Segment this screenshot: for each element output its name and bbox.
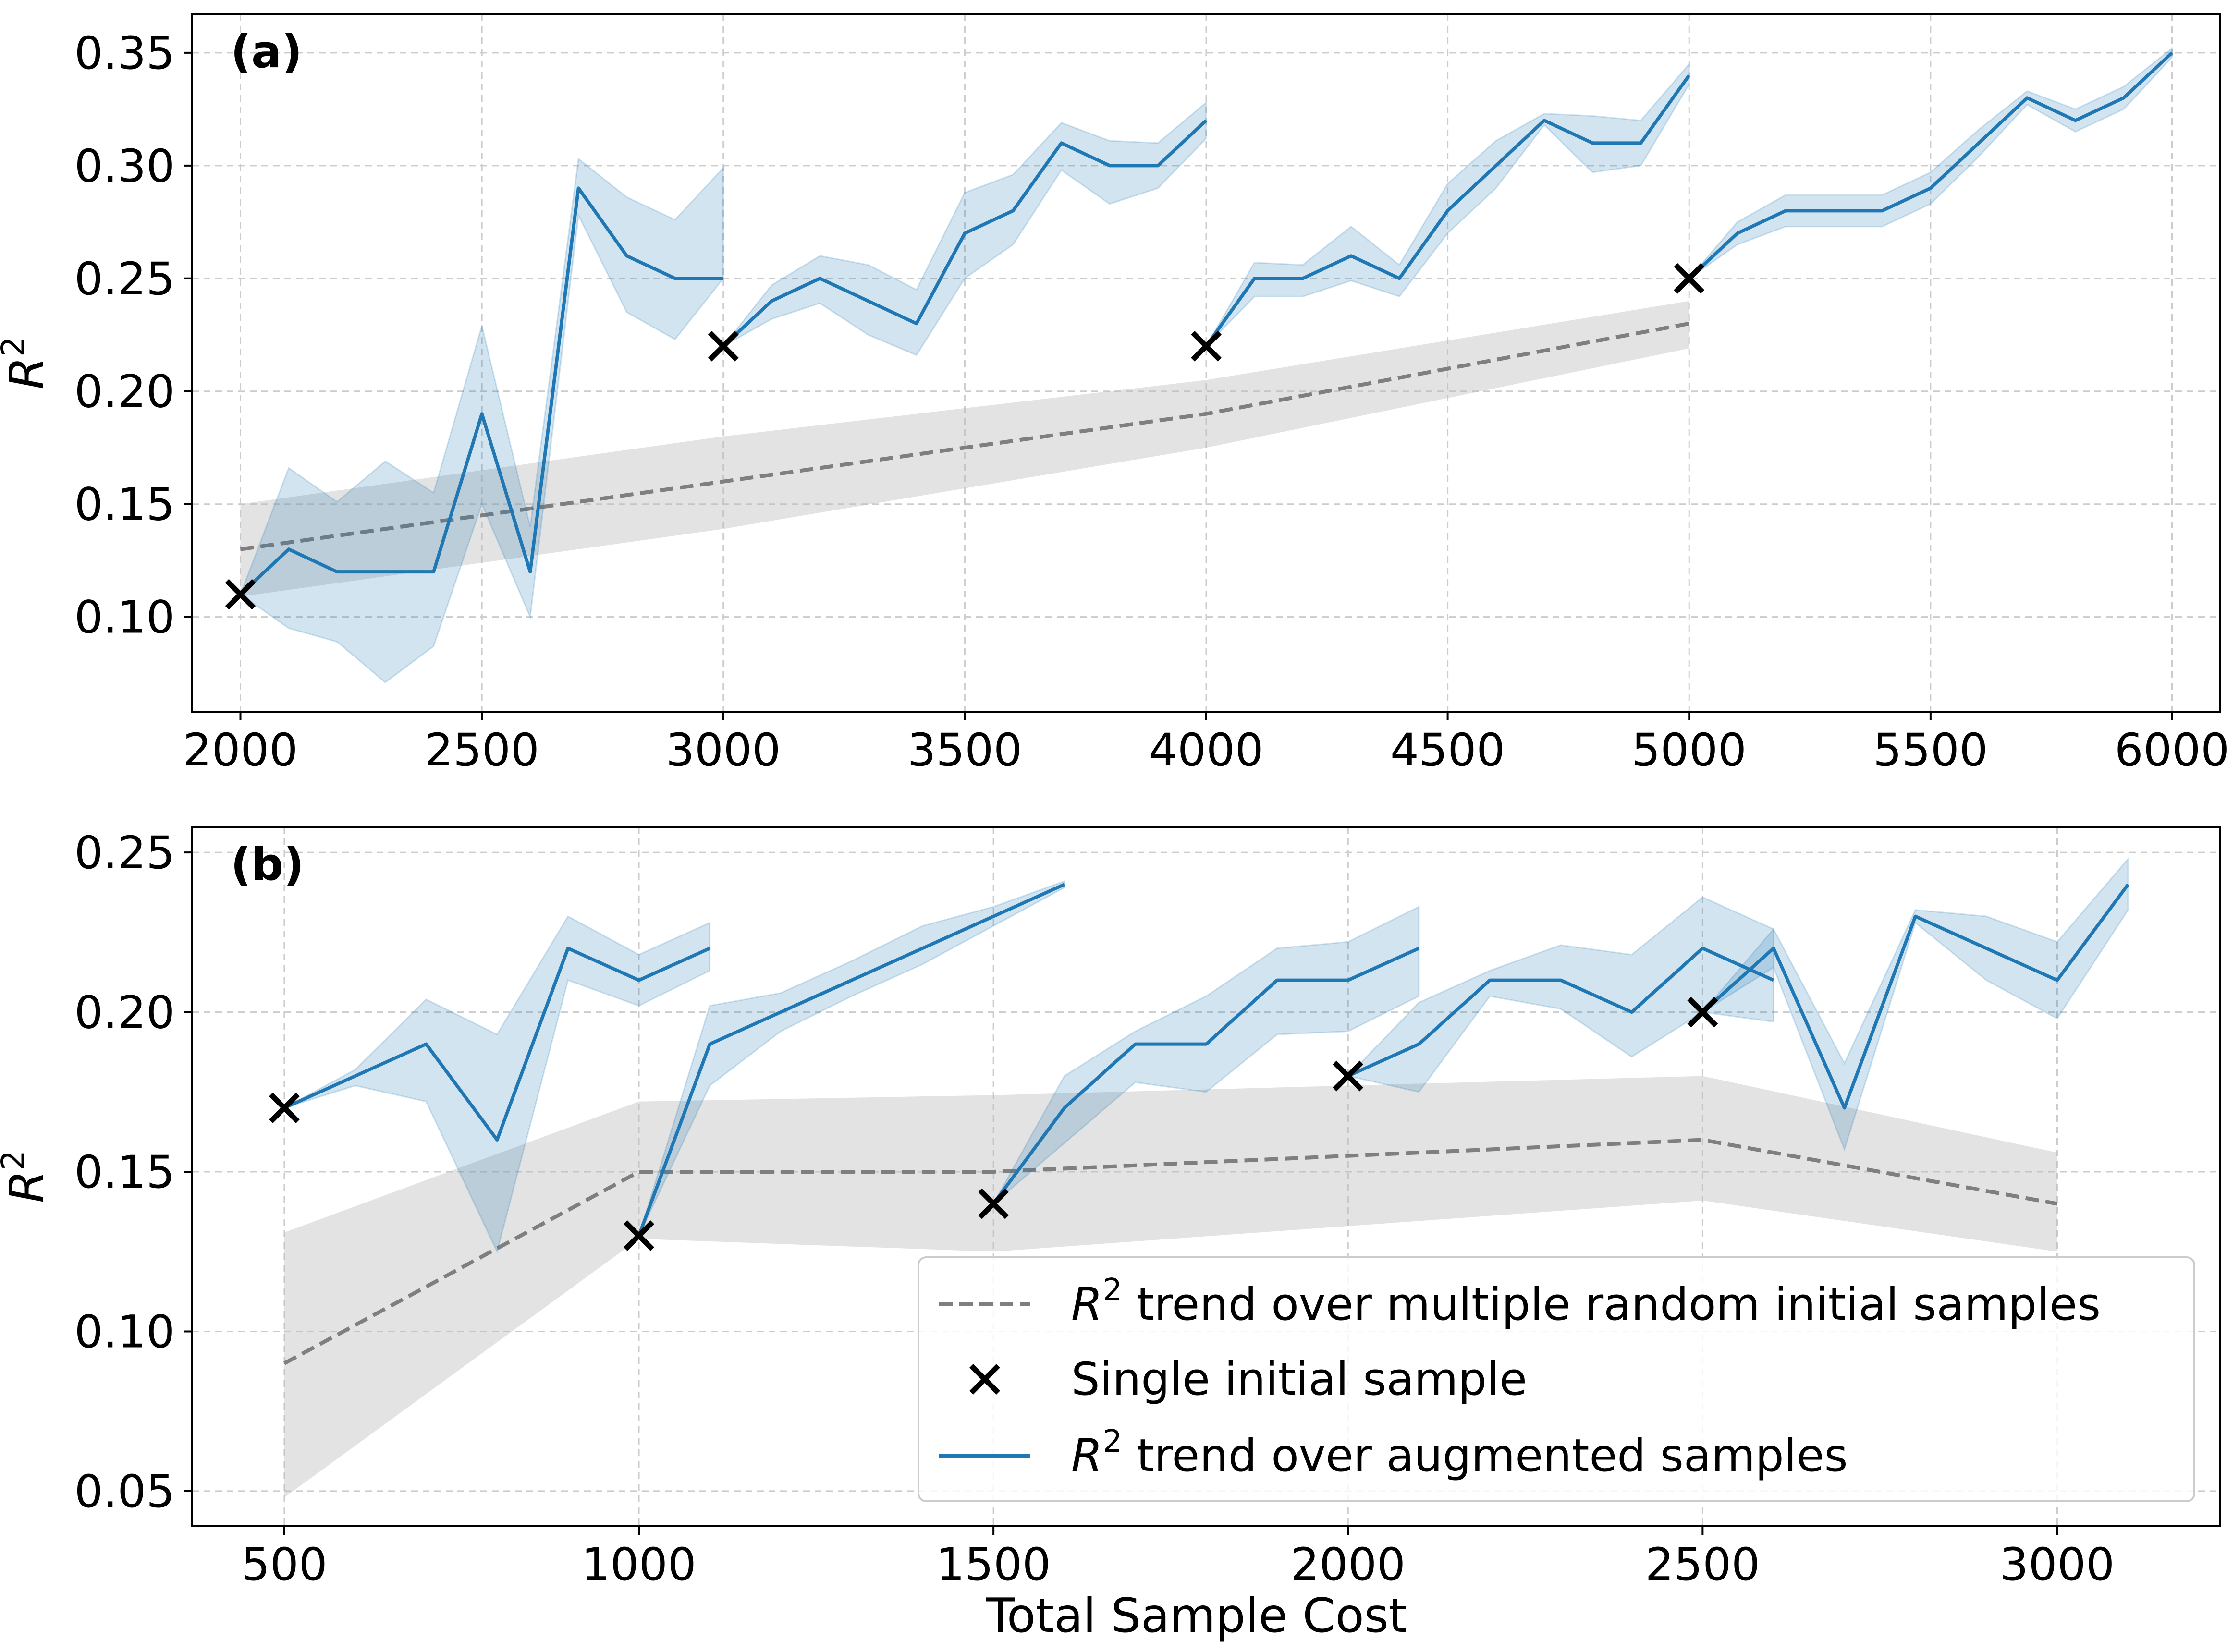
x-tick-label: 5500: [1873, 724, 1988, 777]
y-tick-label: 0.10: [74, 1306, 175, 1358]
y-tick-label: 0.10: [74, 592, 175, 644]
x-tick-label: 1000: [581, 1539, 696, 1591]
axes-frame: [191, 826, 2221, 1527]
augmented-line-5: [1701, 883, 2129, 1110]
x-tick-label: 6000: [2115, 724, 2227, 777]
baseline-band: [284, 1076, 2057, 1498]
x-tick-label: 2500: [425, 724, 539, 777]
y-axis-title: R2: [0, 1150, 55, 1203]
y-tick-label: 0.05: [74, 1466, 175, 1518]
x-tick-label: 500: [241, 1539, 327, 1591]
baseline-line: [240, 321, 1689, 551]
panel-b: 500 1000 1500 2000 2500 3000 0.05 0.10 0.15 0.20 0…: [0, 826, 2221, 1643]
legend-augmented-label: R2 trend over augmented samples: [1071, 1424, 1848, 1482]
grid: [192, 14, 2220, 712]
initial-sample-marker: [225, 579, 256, 610]
augmented-line-1: [239, 186, 723, 596]
augmented-line-3: [992, 947, 1420, 1205]
panel-a: 2000 2500 3000 3500 4000 4500 5000 5500 6000 0.10…: [0, 13, 2227, 777]
augmented-band-4: [1689, 47, 2173, 279]
initial-sample-markers: [269, 996, 1718, 1251]
x-tick-label: 3000: [666, 724, 781, 777]
y-tick-label: 0.20: [74, 366, 175, 418]
panel-label: (a): [231, 26, 302, 78]
augmented-band-1: [284, 915, 711, 1254]
plot-area: [283, 857, 2129, 1498]
augmented-band-5: [1702, 857, 2129, 1152]
y-tick-label: 0.25: [74, 253, 175, 305]
initial-sample-marker: [1674, 263, 1705, 294]
legend: R2 trend over multiple random initial sa…: [918, 1256, 2195, 1502]
augmented-band-2: [638, 880, 1065, 1236]
initial-sample-markers: [225, 263, 1705, 610]
x-tick-label: 3500: [907, 724, 1022, 777]
baseline-line: [283, 1138, 2058, 1365]
y-tick-label: 0.20: [74, 987, 175, 1039]
initial-sample-marker: [1687, 996, 1718, 1028]
y-tick-label: 0.30: [74, 140, 175, 193]
augmented-band-1: [239, 157, 724, 683]
augmented-line-4: [1347, 947, 1774, 1078]
y-axis-title: R2: [0, 337, 55, 389]
x-tick-label: 4000: [1149, 724, 1263, 777]
x-tick-label: 3000: [2000, 1539, 2115, 1591]
initial-sample-marker: [1333, 1060, 1364, 1092]
initial-sample-marker: [624, 1220, 654, 1251]
y-tick-label: 0.15: [74, 479, 175, 531]
panel-label: (b): [231, 838, 304, 891]
x-tick-label: 2000: [1291, 1539, 1406, 1591]
augmented-band-4: [1346, 896, 1774, 1093]
initial-sample-marker: [708, 330, 739, 362]
y-tick-label: 0.25: [74, 827, 175, 879]
initial-sample-marker: [1191, 330, 1222, 362]
legend-box: [918, 1256, 2195, 1502]
legend-marker-swatch: [969, 1364, 1000, 1395]
y-tick-label: 0.35: [74, 27, 175, 80]
augmented-line-2: [722, 119, 1208, 348]
x-tick-label: 2500: [1645, 1539, 1760, 1591]
augmented-band-3: [1205, 62, 1690, 347]
plot-area: [239, 47, 2173, 683]
augmented-line-3: [1205, 74, 1691, 347]
x-axis-title: Total Sample Cost: [986, 1589, 1407, 1643]
x-tick-label: 2000: [183, 724, 298, 777]
initial-sample-marker: [269, 1093, 300, 1123]
augmented-line-1: [283, 947, 711, 1142]
legend-baseline-label: R2 trend over multiple random initial sa…: [1071, 1273, 2101, 1331]
x-tick-label: 1500: [936, 1539, 1051, 1591]
augmented-line-2: [637, 883, 1065, 1237]
x-tick-label: 5000: [1632, 724, 1747, 777]
legend-marker-label: Single initial sample: [1071, 1353, 1527, 1406]
initial-sample-marker: [978, 1188, 1009, 1219]
y-tick-label: 0.15: [74, 1146, 175, 1199]
x-tick-label: 4500: [1390, 724, 1505, 777]
augmented-line-4: [1688, 51, 2173, 280]
